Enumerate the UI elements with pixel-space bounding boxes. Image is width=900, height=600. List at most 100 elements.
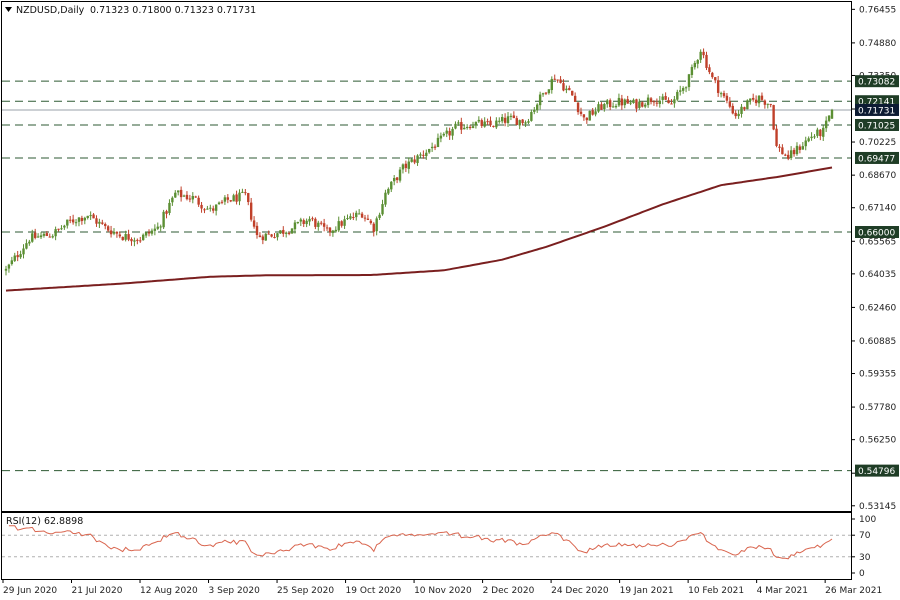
bullish-candle [375,218,378,232]
bearish-candle [101,222,104,224]
bearish-candle [521,119,524,124]
bearish-candle [460,122,463,130]
bullish-candle [830,109,834,119]
bullish-candle [693,62,697,68]
bullish-candle [594,111,597,115]
bullish-candle [387,188,390,194]
bullish-candle [232,195,235,202]
level-tag: 0.69477 [858,154,895,164]
moving-average [5,166,833,292]
bullish-candle [284,232,288,234]
bullish-candle [177,190,180,193]
bearish-candle [395,177,399,181]
bullish-candle [337,221,340,231]
bearish-candle [247,193,250,203]
price-panel-frame [1,1,852,512]
bearish-candle [754,99,758,104]
bearish-candle [220,201,224,203]
bullish-candle [498,120,501,122]
level-tag-bg [855,226,899,239]
bullish-candle [690,67,694,75]
bullish-candle [457,122,460,124]
bearish-candle [760,95,764,100]
price-tick-label: 0.56250 [859,436,896,446]
bearish-candle [95,218,98,224]
bullish-candle [813,136,816,138]
bullish-candle [410,159,413,162]
bullish-candle [766,103,769,105]
bullish-candle [293,222,297,230]
bearish-candle [115,231,119,234]
triangle-down-icon [5,7,12,12]
bearish-candle [422,154,425,156]
bullish-candle [419,154,422,156]
time-tick-label: 4 Mar 2021 [757,586,808,596]
bullish-candle [174,192,177,198]
bullish-candle [746,100,749,110]
bullish-candle [530,112,533,121]
bullish-candle [28,241,31,244]
bearish-candle [360,213,364,218]
ohlc-values: 0.71323 0.71800 0.71323 0.71731 [90,5,256,16]
level-tag: 0.73082 [858,78,895,88]
level-tag: 0.71025 [858,121,895,131]
bullish-candle [217,202,221,205]
time-tick-label: 10 Nov 2020 [414,586,472,596]
bearish-candle [194,196,197,198]
bullish-candle [42,233,46,236]
bullish-candle [699,51,702,60]
bullish-candle [4,268,8,271]
bullish-candle [86,215,89,218]
bullish-candle [98,221,101,224]
bullish-candle [7,264,11,269]
bullish-candle [538,94,542,106]
bullish-candle [36,236,40,238]
rsi-tick-label: 0 [859,569,865,579]
bullish-candle [500,117,504,122]
bearish-candle [772,105,775,130]
bullish-candle [214,204,218,211]
price-tick-label: 0.74880 [859,39,896,49]
bullish-candle [810,136,813,139]
bearish-candle [775,128,778,146]
time-tick-label: 19 Oct 2020 [346,586,402,596]
bullish-candle [822,127,825,137]
time-axis: 29 Jun 2020 21 Jul 2020 12 Aug 2020 3 Sep 2… [2,579,882,596]
price-tick-label: 0.65565 [859,237,896,247]
bullish-candle [19,254,22,258]
bullish-candle [378,214,381,218]
bearish-candle [492,125,495,127]
bullish-candle [632,99,635,103]
bullish-candle [355,212,358,218]
bearish-candle [664,96,667,100]
time-tick-label: 24 Dec 2020 [551,586,609,596]
bullish-candle [407,161,410,169]
bearish-candle [314,218,317,227]
bullish-candle [206,208,209,210]
bearish-candle [69,219,72,221]
ma-line [5,166,833,292]
price-tick-label: 0.76455 [859,5,896,15]
bearish-candle [731,105,734,114]
bearish-candle [16,255,19,258]
bullish-candle [465,126,469,128]
bearish-candle [136,239,139,241]
bullish-candle [687,74,691,88]
bullish-candle [646,97,650,106]
rsi-line [8,525,833,560]
bearish-candle [489,120,492,126]
bearish-candle [212,208,215,211]
bearish-candle [769,103,772,105]
bullish-candle [524,122,527,124]
bullish-candle [39,235,43,238]
bullish-candle [63,225,66,228]
bearish-candle [556,79,559,81]
bearish-candle [302,220,305,224]
bearish-candle [287,232,291,234]
bearish-candle [448,130,451,136]
bearish-candle [641,102,644,107]
bullish-candle [162,211,165,228]
bearish-candle [255,225,259,236]
bullish-candle [191,195,194,200]
